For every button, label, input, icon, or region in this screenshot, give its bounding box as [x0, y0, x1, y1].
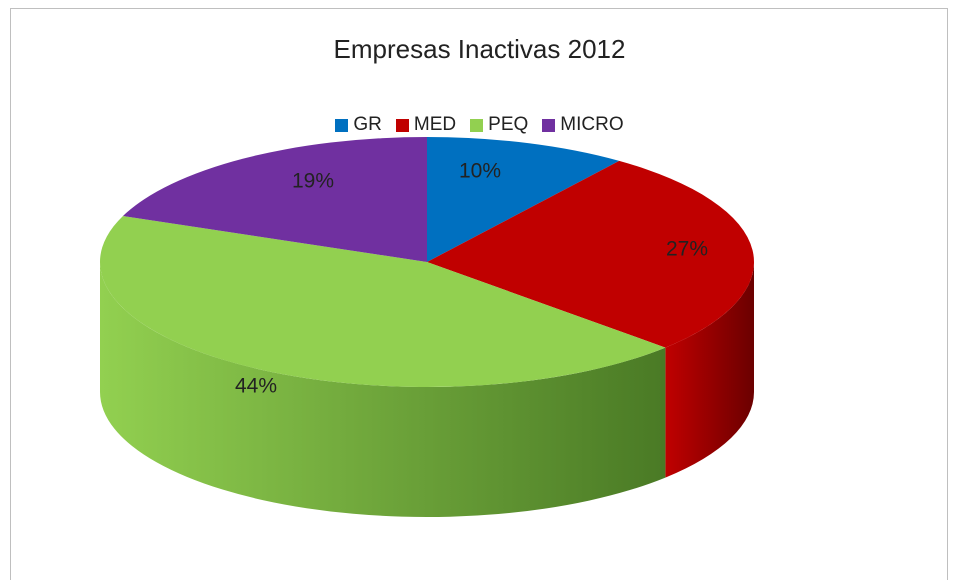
legend-swatch-gr — [335, 118, 349, 132]
legend-label-micro: MICRO — [560, 114, 624, 135]
legend-item-micro: MICRO — [542, 114, 624, 136]
legend-label-med: MED — [413, 114, 457, 135]
data-label-peq: 44% — [235, 375, 277, 398]
pie-slice-med — [427, 160, 754, 348]
legend-item-gr: GR — [335, 114, 382, 136]
legend-item-med: MED — [395, 114, 457, 136]
chart-title: Empresas Inactivas 2012 — [333, 34, 626, 64]
legend-swatch-peq — [470, 118, 484, 132]
pie-side-peq — [100, 262, 666, 517]
pie-slice-gr — [427, 137, 620, 262]
legend-item-peq: PEQ — [470, 114, 528, 136]
legend-label-gr: GR — [353, 114, 382, 135]
legend: GR MED PEQ MICRO — [0, 114, 959, 136]
legend-label-peq: PEQ — [488, 114, 529, 135]
legend-swatch-micro — [542, 118, 556, 132]
pie-slice-micro — [122, 137, 428, 262]
data-label-micro: 19% — [292, 170, 334, 193]
pie-side-med — [665, 262, 754, 478]
legend-swatch-med — [395, 118, 409, 132]
data-label-med: 27% — [666, 238, 708, 261]
pie-slice-peq — [99, 215, 666, 388]
data-label-gr: 10% — [459, 160, 501, 183]
